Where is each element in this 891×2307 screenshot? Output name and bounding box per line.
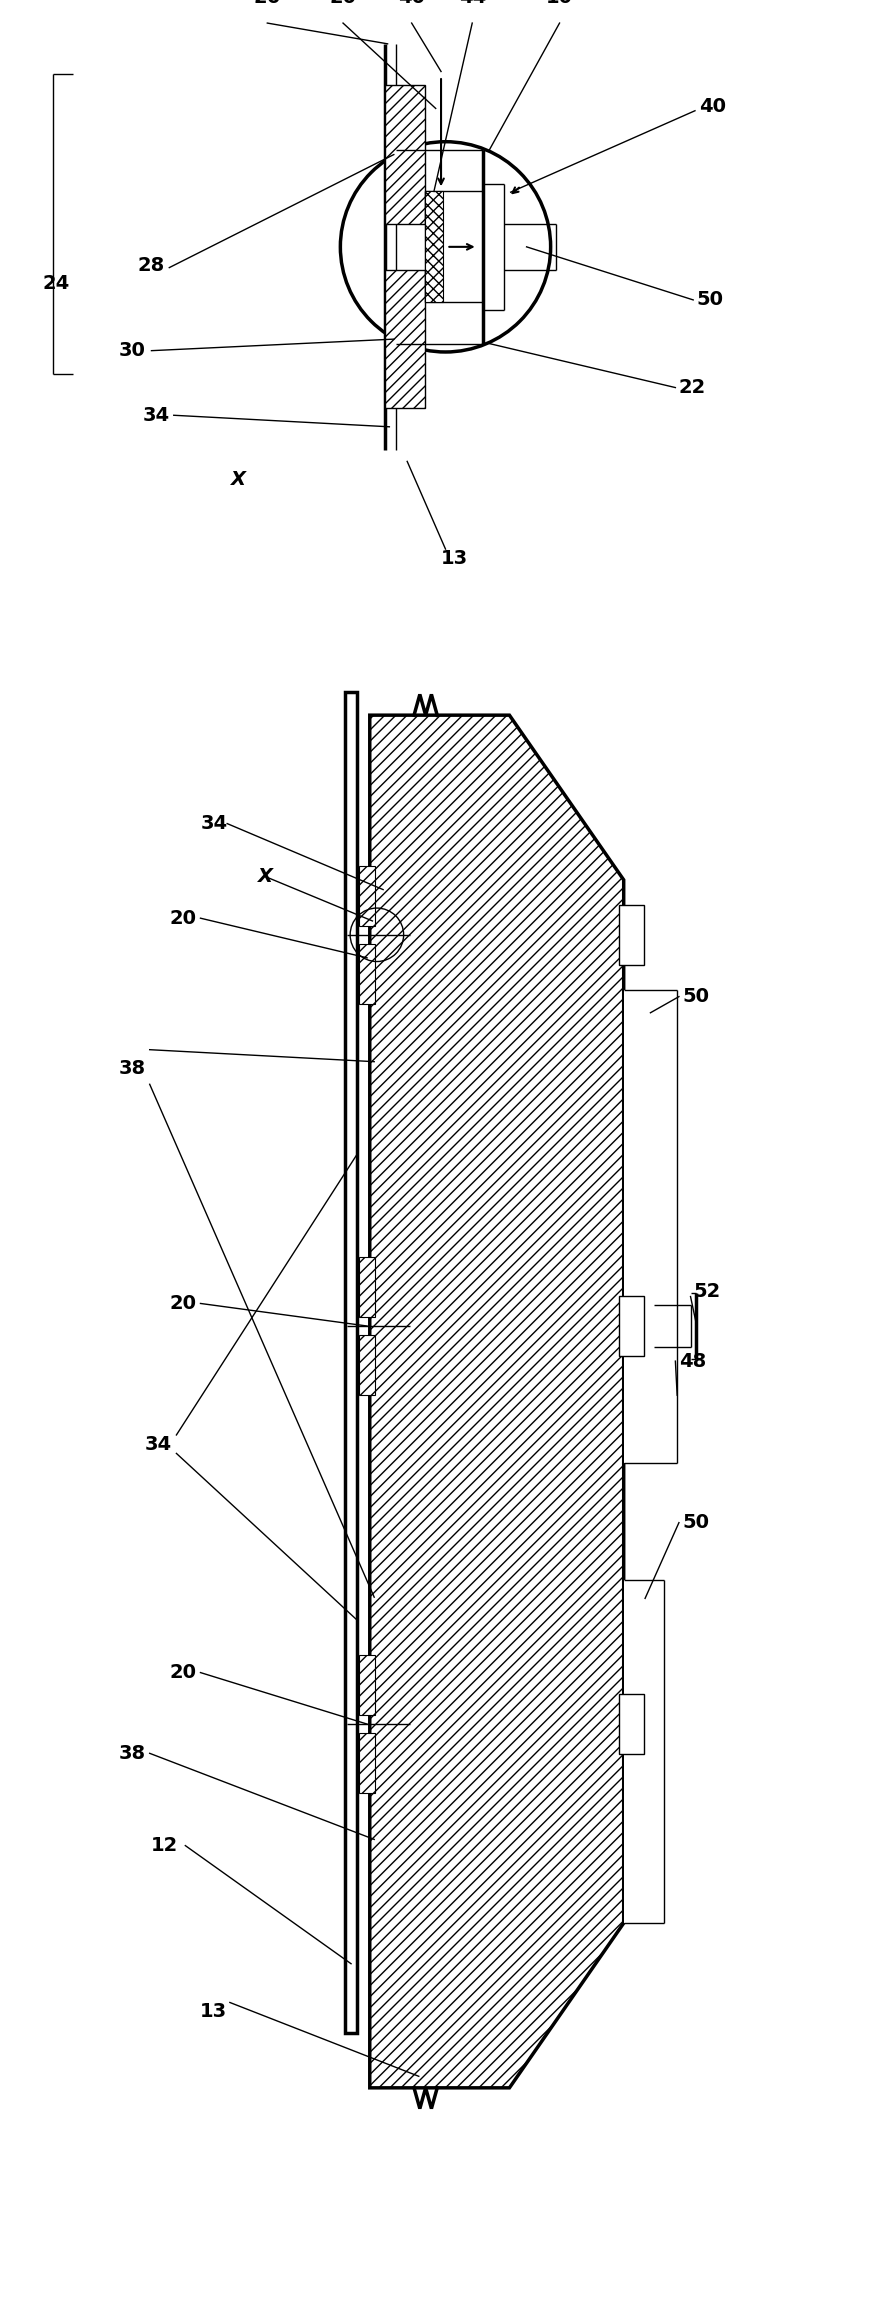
Text: 20: 20 [330,0,356,7]
Text: 44: 44 [459,0,486,7]
Bar [619,904,644,964]
Text: 40: 40 [699,97,726,115]
Text: X: X [232,471,246,489]
Text: 30: 30 [119,341,145,360]
Text: 52: 52 [693,1283,721,1301]
Bar [385,85,425,224]
Text: 38: 38 [119,1059,145,1077]
Bar [425,191,483,302]
Text: 34: 34 [200,814,227,833]
Polygon shape [370,715,624,2088]
Text: 26: 26 [254,0,281,7]
Bar [624,1580,664,1924]
Bar [359,1336,375,1396]
Text: 28: 28 [138,256,165,275]
Bar [359,1257,375,1317]
Bar [619,1297,644,1357]
Text: 13: 13 [441,549,468,568]
Text: 10: 10 [546,0,573,7]
Text: 20: 20 [169,1294,196,1313]
Text: 13: 13 [200,2002,227,2021]
Bar [624,990,677,1463]
Text: 48: 48 [679,1352,707,1370]
Text: 50: 50 [683,987,709,1006]
Text: 34: 34 [145,1435,172,1453]
Text: X: X [258,867,273,886]
Text: 22: 22 [679,378,707,397]
Bar [359,1654,375,1714]
Bar [359,1733,375,1793]
Text: 50: 50 [697,291,723,309]
Bar [385,270,425,408]
Text: 20: 20 [169,1663,196,1682]
Bar [345,692,357,2032]
Text: 40: 40 [398,0,425,7]
Text: 24: 24 [43,275,69,293]
Bar [359,865,375,925]
Text: 12: 12 [151,1836,178,1855]
Bar [425,191,443,302]
Bar [619,1693,644,1753]
Text: 50: 50 [683,1513,709,1532]
Text: 38: 38 [119,1744,145,1763]
Circle shape [340,141,551,353]
Text: 20: 20 [169,909,196,927]
Text: 34: 34 [143,406,169,424]
Bar [359,944,375,1004]
